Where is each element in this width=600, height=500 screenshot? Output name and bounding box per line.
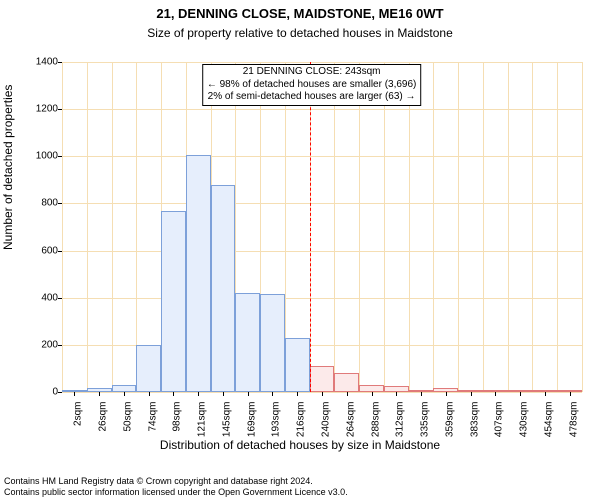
xtick-label: 454sqm [543, 402, 554, 438]
xtick-label: 98sqm [172, 402, 183, 432]
histogram-bar [359, 385, 384, 392]
xtick-mark [446, 392, 447, 396]
histogram-bar [186, 155, 211, 392]
grid-line-vertical [136, 62, 137, 392]
grid-line [62, 251, 582, 252]
ytick-label: 1200 [36, 104, 58, 115]
histogram-bar [260, 294, 285, 392]
grid-line-vertical [384, 62, 385, 392]
xtick-label: 216sqm [296, 402, 307, 438]
xtick-mark [545, 392, 546, 396]
xtick-label: 50sqm [122, 402, 133, 432]
xtick-label: 335sqm [420, 402, 431, 438]
grid-line [62, 109, 582, 110]
xtick-label: 312sqm [395, 402, 406, 438]
xtick-label: 2sqm [73, 402, 84, 426]
xtick-mark [471, 392, 472, 396]
grid-line-vertical [433, 62, 434, 392]
xtick-label: 240sqm [321, 402, 332, 438]
annotation-line-1: 21 DENNING CLOSE: 243sqm [207, 66, 417, 79]
xtick-mark [99, 392, 100, 396]
xtick-label: 430sqm [519, 402, 530, 438]
grid-line-vertical [409, 62, 410, 392]
histogram-bar [161, 211, 186, 393]
xtick-mark [248, 392, 249, 396]
xtick-label: 407sqm [494, 402, 505, 438]
xtick-mark [396, 392, 397, 396]
footer-line-2: Contains public sector information licen… [4, 487, 348, 498]
footer: Contains HM Land Registry data © Crown c… [4, 476, 348, 498]
grid-line-vertical [62, 62, 63, 392]
xtick-mark [495, 392, 496, 396]
xtick-mark [198, 392, 199, 396]
xtick-label: 193sqm [271, 402, 282, 438]
grid-line-vertical [112, 62, 113, 392]
grid-line-vertical [334, 62, 335, 392]
xtick-mark [223, 392, 224, 396]
grid-line-vertical [508, 62, 509, 392]
ytick-label: 1000 [36, 151, 58, 162]
annotation-line-3: 2% of semi-detached houses are larger (6… [207, 91, 417, 104]
grid-line-vertical [359, 62, 360, 392]
histogram-bar [136, 345, 161, 392]
grid-line-vertical [532, 62, 533, 392]
xtick-mark [272, 392, 273, 396]
histogram-bar [334, 373, 359, 392]
histogram-bar [211, 185, 236, 392]
xtick-mark [372, 392, 373, 396]
histogram-bar [112, 385, 137, 392]
grid-line [62, 203, 582, 204]
xtick-mark [173, 392, 174, 396]
plot-area: 02004006008001000120014002sqm26sqm50sqm7… [62, 62, 582, 393]
xtick-mark [347, 392, 348, 396]
grid-line-vertical [557, 62, 558, 392]
xtick-mark [421, 392, 422, 396]
chart-subtitle: Size of property relative to detached ho… [0, 26, 600, 40]
grid-line [62, 156, 582, 157]
xtick-label: 383sqm [469, 402, 480, 438]
grid-line-vertical [87, 62, 88, 392]
grid-line [62, 62, 582, 63]
grid-line [62, 298, 582, 299]
xtick-label: 26sqm [98, 402, 109, 432]
histogram-bar [310, 366, 335, 392]
footer-line-1: Contains HM Land Registry data © Crown c… [4, 476, 348, 487]
xtick-label: 359sqm [444, 402, 455, 438]
chart-title: 21, DENNING CLOSE, MAIDSTONE, ME16 0WT [0, 6, 600, 21]
xtick-label: 74sqm [147, 402, 158, 432]
xtick-label: 264sqm [345, 402, 356, 438]
histogram-bar [285, 338, 310, 392]
ytick-label: 600 [41, 245, 58, 256]
ytick-label: 800 [41, 198, 58, 209]
grid-line-vertical [483, 62, 484, 392]
ytick-label: 200 [41, 339, 58, 350]
ytick-label: 1400 [36, 57, 58, 68]
xtick-mark [297, 392, 298, 396]
ytick-mark [58, 392, 62, 393]
chart-container: { "chart": { "type": "histogram", "title… [0, 0, 600, 500]
xtick-mark [570, 392, 571, 396]
annotation-line-2: ← 98% of detached houses are smaller (3,… [207, 79, 417, 92]
annotation-box: 21 DENNING CLOSE: 243sqm← 98% of detache… [202, 64, 422, 106]
xtick-label: 169sqm [246, 402, 257, 438]
xtick-label: 121sqm [197, 402, 208, 438]
xtick-label: 478sqm [568, 402, 579, 438]
xtick-mark [520, 392, 521, 396]
xtick-mark [149, 392, 150, 396]
x-axis-label: Distribution of detached houses by size … [0, 438, 600, 452]
xtick-label: 288sqm [370, 402, 381, 438]
grid-line-vertical [458, 62, 459, 392]
xtick-label: 145sqm [221, 402, 232, 438]
ytick-label: 400 [41, 292, 58, 303]
ytick-label: 0 [52, 387, 58, 398]
y-axis-label: Number of detached properties [1, 85, 15, 250]
marker-line [310, 62, 311, 392]
grid-line-vertical [582, 62, 583, 392]
xtick-mark [322, 392, 323, 396]
histogram-bar [235, 293, 260, 392]
xtick-mark [124, 392, 125, 396]
xtick-mark [74, 392, 75, 396]
